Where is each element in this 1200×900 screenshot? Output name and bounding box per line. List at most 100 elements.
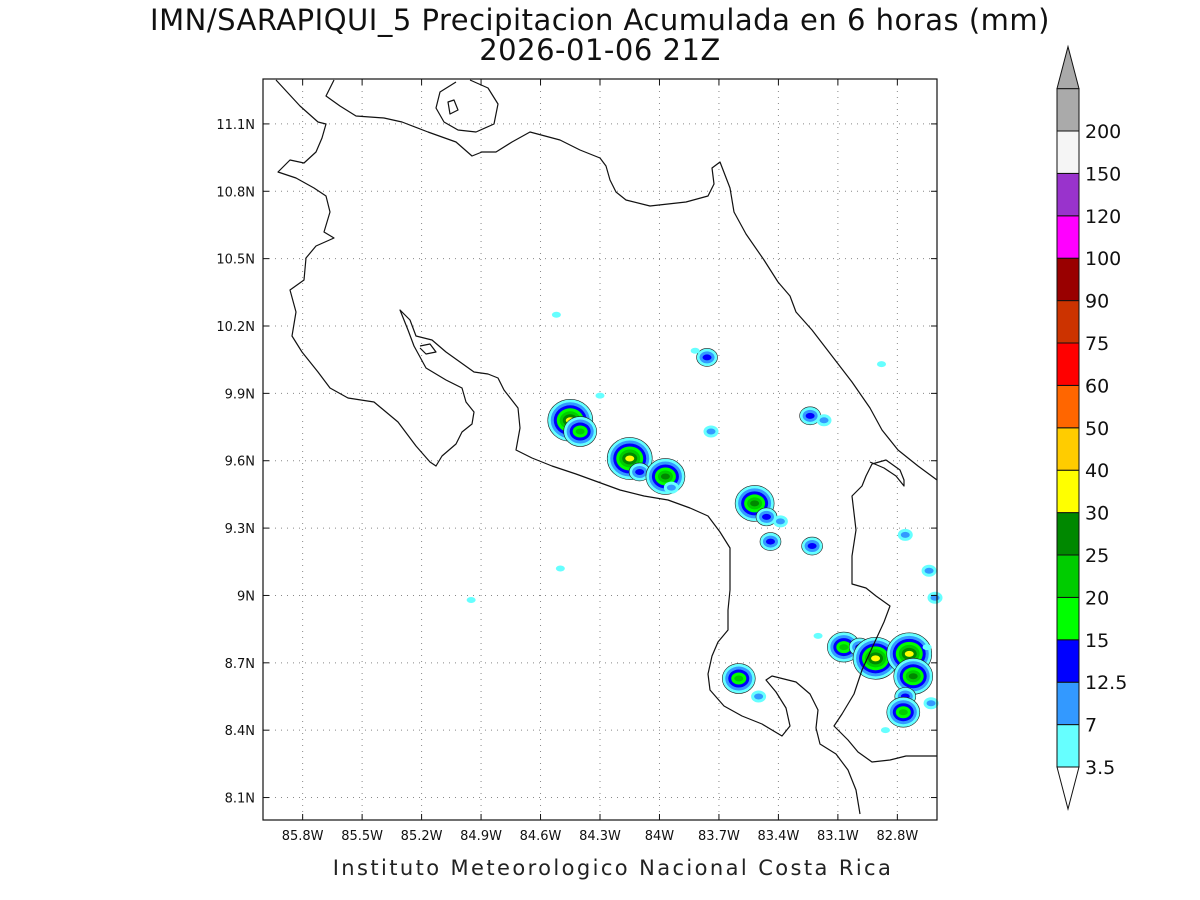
colorbar-swatch	[1056, 427, 1080, 471]
precip-outline	[759, 532, 782, 551]
colorbar-swatch	[1056, 639, 1080, 683]
colorbar-swatch	[1056, 681, 1080, 726]
y-tick-label: 10.5N	[216, 253, 255, 268]
colorbar-label: 100	[1085, 248, 1121, 270]
colorbar-label: 75	[1085, 333, 1109, 355]
x-tick-label: 83.7W	[698, 829, 740, 844]
precip-cell	[799, 406, 821, 426]
precip-cell	[751, 690, 767, 703]
precip-cell	[466, 596, 476, 603]
precip-contour	[924, 567, 934, 574]
precip-contour	[807, 543, 817, 550]
colorbar-label: 90	[1085, 291, 1109, 313]
x-tick-label: 83.4W	[758, 829, 800, 844]
precip-contour	[813, 632, 823, 639]
precip-contour	[706, 428, 716, 435]
precip-contour	[555, 565, 565, 572]
colorbar-over-arrow	[1056, 44, 1080, 90]
precip-contour	[904, 650, 914, 657]
precip-contour	[819, 417, 829, 424]
precip-cell	[663, 481, 679, 494]
colorbar-swatch	[1056, 257, 1080, 302]
precip-outline	[606, 437, 653, 480]
precip-cell	[880, 727, 890, 734]
precip-cell	[886, 696, 921, 728]
precip-contour	[702, 354, 712, 361]
precip-cell	[922, 644, 932, 651]
x-tick-label: 84W	[645, 829, 675, 844]
precip-cell	[555, 565, 565, 572]
precip-contour	[775, 518, 785, 525]
precip-contour	[765, 538, 775, 545]
colorbar-swatch	[1056, 172, 1080, 217]
precip-cell	[923, 697, 939, 710]
colorbar-swatch	[1056, 512, 1080, 556]
coastline-caribbean	[325, 79, 938, 481]
x-tick-label: 85.8W	[282, 829, 324, 844]
precip-cell	[551, 311, 561, 318]
y-tick-label: 10.8N	[216, 185, 255, 200]
x-tick-label: 85.5W	[341, 829, 383, 844]
colorbar-label: 120	[1085, 206, 1121, 228]
precip-contour	[871, 655, 881, 662]
colorbar-label: 7	[1085, 715, 1097, 737]
precip-contour	[690, 347, 700, 354]
map-title: IMN/SARAPIQUI_5 Precipitacion Acumulada …	[150, 3, 1050, 37]
x-tick-label: 84.6W	[520, 829, 562, 844]
coastline-nicaragua-inner	[435, 79, 499, 133]
precip-contour	[595, 392, 605, 399]
precip-cell	[628, 462, 651, 482]
precip-contour	[839, 644, 849, 651]
y-tick-label: 9.9N	[225, 387, 255, 402]
precip-cell	[595, 392, 605, 399]
colorbar-label: 15	[1085, 630, 1109, 652]
y-tick-label: 8.7N	[225, 657, 255, 672]
precip-cell	[852, 637, 899, 680]
island-small	[447, 99, 459, 115]
x-axis: 85.8W 85.5W 85.2W 84.9W 84.6W 84.3W 84W 83.7W 83…	[282, 79, 918, 844]
colorbar-label: 60	[1085, 375, 1109, 397]
precip-cell	[696, 348, 718, 367]
x-tick-label: 84.9W	[460, 829, 502, 844]
precip-cell	[801, 536, 823, 556]
precip-contour	[750, 500, 760, 507]
map-subtitle-datetime: 2026-01-06 21Z	[479, 33, 721, 67]
colorbar-under-arrow	[1056, 766, 1080, 811]
colorbar-swatch	[1056, 342, 1080, 386]
y-axis: 11.1N 10.8N 10.5N 10.2N 9.9N 9.6N 9.3N 9N 8.7N 8.…	[216, 118, 937, 807]
coastline-nicaragua-pacific	[275, 79, 861, 815]
y-tick-label: 9N	[237, 589, 255, 604]
colorbar-label: 150	[1085, 163, 1121, 185]
precip-contour	[900, 531, 910, 538]
y-tick-label: 8.4N	[225, 724, 255, 739]
precip-contour	[551, 311, 561, 318]
costa-rica-panama-border	[833, 459, 937, 763]
colorbar-label: 200	[1085, 121, 1121, 143]
precip-outline	[563, 416, 597, 447]
map-frame	[262, 78, 938, 821]
colorbar-label: 20	[1085, 587, 1109, 609]
precip-cell	[563, 416, 597, 447]
precip-cell	[755, 507, 778, 527]
precip-cell	[772, 515, 788, 528]
precip-outline	[696, 348, 718, 367]
precip-contour	[734, 675, 744, 682]
coastline-layer	[275, 79, 938, 815]
y-tick-label: 9.3N	[225, 522, 255, 537]
colorbar-swatch	[1056, 469, 1080, 514]
x-tick-label: 82.8W	[876, 829, 918, 844]
precip-cell	[897, 528, 913, 541]
precip-outline	[801, 536, 823, 556]
precip-contour	[666, 484, 676, 491]
precip-outline	[721, 663, 756, 694]
precip-contour	[926, 700, 936, 707]
precip-cell	[827, 631, 861, 663]
precip-cell	[816, 414, 832, 427]
precip-contour	[898, 709, 908, 716]
colorbar: 3.5 7 12.5 15 20 25 30 40 50 60 75 90 100 120 150 200	[1056, 44, 1127, 811]
colorbar-label: 40	[1085, 460, 1109, 482]
map-gridlines	[263, 79, 937, 820]
precip-cell	[921, 564, 937, 577]
precip-contour	[805, 412, 815, 419]
precip-contour	[922, 644, 932, 651]
